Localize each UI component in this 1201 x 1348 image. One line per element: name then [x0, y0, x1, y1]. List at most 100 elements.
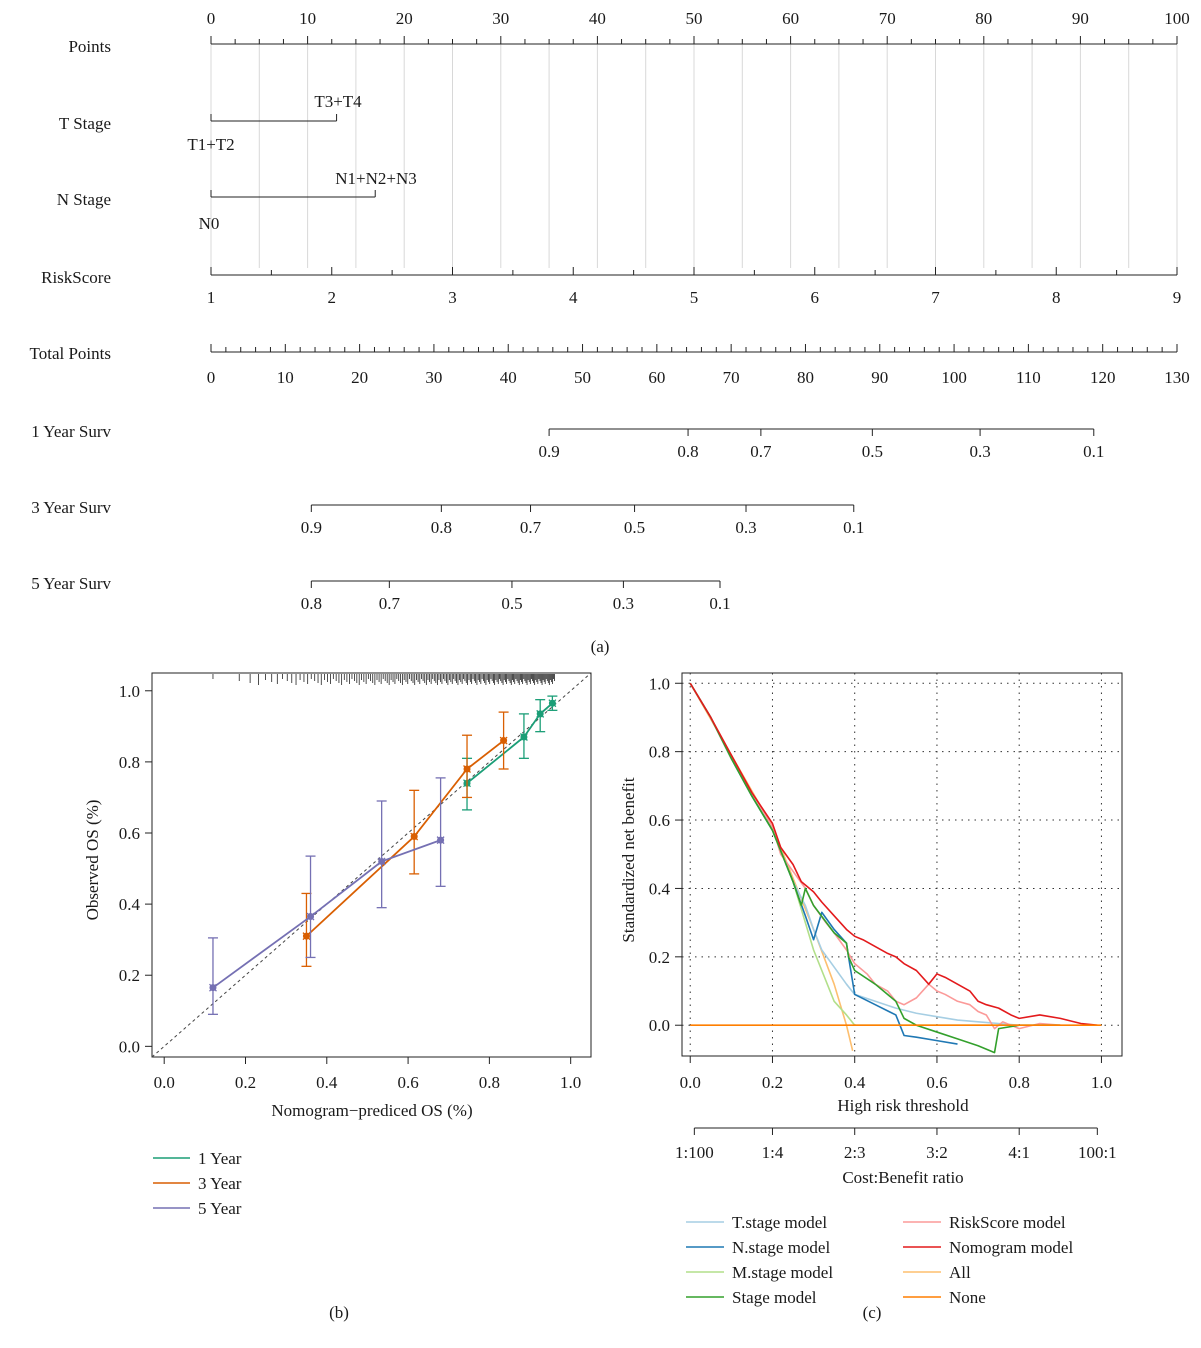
- decision-x2-tick-label: 1:100: [675, 1143, 714, 1162]
- decision-y-tick-label: 0.4: [649, 879, 671, 898]
- surv5-tick-label: 0.1: [709, 594, 730, 613]
- total-points-tick-label: 50: [574, 368, 591, 387]
- calibration-axes: 0.0 0.2 0.4 0.6 0.8 1.0 0.0 0.2 0.4 0.6 0.8 1.0: [119, 682, 582, 1092]
- row-label-total-points: Total Points: [30, 344, 111, 363]
- calibration-point-cross-1-year: [536, 709, 545, 718]
- surv3-tick-label: 0.9: [301, 518, 322, 537]
- decision-legend: T.stage model N.stage model M.stage mode…: [686, 1213, 1073, 1307]
- calibration-line-3-year: [305, 739, 505, 937]
- calibration-panel: 0.0 0.2 0.4 0.6 0.8 1.0 0.0 0.2 0.4 0.6 0.8 1.0 Nom…: [83, 672, 592, 1322]
- decision-y-tick-label: 0.6: [649, 811, 670, 830]
- decision-series: [689, 682, 1102, 1054]
- decision-x-tick-label: 0.6: [926, 1073, 947, 1092]
- points-tick-label: 90: [1072, 9, 1089, 28]
- decision-x2-axis-title: Cost:Benefit ratio: [842, 1168, 963, 1187]
- legend-label-none: None: [949, 1288, 986, 1307]
- decision-gridlines: [682, 673, 1122, 1056]
- decision-x-tick-label: 1.0: [1091, 1073, 1112, 1092]
- calibration-y-tick-label: 0.8: [119, 753, 140, 772]
- surv3-tick-label: 0.1: [843, 518, 864, 537]
- nstage-level-high: N1+N2+N3: [335, 169, 417, 188]
- riskscore-tick-label: 2: [328, 288, 337, 307]
- calibration-line-1-year: [466, 702, 553, 784]
- surv5-tick-label: 0.7: [379, 594, 401, 613]
- row-label-riskscore: RiskScore: [41, 268, 111, 287]
- decision-x-tick-label: 0.4: [844, 1073, 866, 1092]
- decision-curve-nomogram-model: [689, 682, 1098, 1027]
- calibration-x-tick-label: 1.0: [560, 1073, 581, 1092]
- decision-x-tick-label: 0.0: [680, 1073, 701, 1092]
- points-tick-label: 50: [686, 9, 703, 28]
- decision-x2-tick-label: 2:3: [844, 1143, 866, 1162]
- calibration-rug: [212, 674, 555, 685]
- points-tick-label: 0: [207, 9, 216, 28]
- row-label-1yr-surv: 1 Year Surv: [31, 422, 111, 441]
- total-points-tick-label: 110: [1016, 368, 1041, 387]
- decision-x2-tick-label: 3:2: [926, 1143, 948, 1162]
- surv1-tick-label: 0.1: [1083, 442, 1104, 461]
- legend-label-5-year: 5 Year: [198, 1199, 242, 1218]
- calibration-y-tick-label: 0.2: [119, 966, 140, 985]
- decision-x2-tick-label: 1:4: [762, 1143, 784, 1162]
- total-points-tick-label: 60: [648, 368, 665, 387]
- total-points-tick-label: 90: [871, 368, 888, 387]
- surv5-tick-label: 0.8: [301, 594, 322, 613]
- calibration-x-tick-label: 0.8: [479, 1073, 500, 1092]
- row-label-points: Points: [68, 37, 111, 56]
- surv5-tick-label: 0.5: [501, 594, 522, 613]
- riskscore-tick-label: 7: [931, 288, 940, 307]
- panel-label-a: (a): [591, 637, 610, 656]
- calibration-y-tick-label: 1.0: [119, 682, 140, 701]
- points-tick-label: 20: [396, 9, 413, 28]
- total-points-tick-label: 120: [1090, 368, 1116, 387]
- row-label-nstage: N Stage: [57, 190, 111, 209]
- decision-x2-tick-label: 4:1: [1008, 1143, 1030, 1162]
- decision-y-axis-title: Standardized net benefit: [619, 777, 638, 942]
- tstage-level-high: T3+T4: [314, 92, 362, 111]
- calibration-y-tick-label: 0.4: [119, 895, 141, 914]
- calibration-point-cross-3-year: [410, 832, 419, 841]
- nstage-level-low: N0: [199, 214, 220, 233]
- decision-curve-t-stage-model: [689, 682, 1020, 1027]
- panel-label-c: (c): [863, 1303, 882, 1322]
- decision-curve-riskscore-model: [689, 682, 1061, 1030]
- total-points-tick-label: 80: [797, 368, 814, 387]
- calibration-point-cross-3-year: [499, 736, 508, 745]
- surv3-tick-label: 0.8: [431, 518, 452, 537]
- decision-curve-panel: 0.0 0.2 0.4 0.6 0.8 1.0 0.0 0.2 0.4 0.6 0.8 1.0 1:10…: [619, 672, 1123, 1322]
- riskscore-tick-label: 4: [569, 288, 578, 307]
- surv1-tick-label: 0.5: [862, 442, 883, 461]
- surv1-tick-label: 0.3: [969, 442, 990, 461]
- decision-curve-m-stage-model: [689, 682, 1020, 1027]
- row-label-tstage: T Stage: [59, 114, 111, 133]
- decision-y-tick-label: 1.0: [649, 674, 670, 693]
- calibration-x-tick-label: 0.6: [397, 1073, 418, 1092]
- nomogram-gridlines: [210, 44, 1178, 268]
- surv3-tick-label: 0.5: [624, 518, 645, 537]
- surv3-tick-label: 0.7: [520, 518, 542, 537]
- total-points-tick-label: 30: [425, 368, 442, 387]
- riskscore-tick-label: 1: [207, 288, 216, 307]
- calibration-legend: 1 Year 3 Year 5 Year: [153, 1149, 242, 1218]
- surv3-tick-label: 0.3: [735, 518, 756, 537]
- calibration-plot-frame: [151, 672, 592, 1058]
- points-tick-label: 40: [589, 9, 606, 28]
- panel-label-b: (b): [329, 1303, 349, 1322]
- calibration-point-cross-5-year: [436, 836, 445, 845]
- total-points-tick-label: 100: [941, 368, 967, 387]
- legend-label-stage: Stage model: [732, 1288, 817, 1307]
- row-label-5yr-surv: 5 Year Surv: [31, 574, 111, 593]
- calibration-point-cross-5-year: [209, 983, 217, 992]
- points-tick-label: 10: [299, 9, 316, 28]
- decision-x-tick-label: 0.2: [762, 1073, 783, 1092]
- legend-label-nomogram: Nomogram model: [949, 1238, 1073, 1257]
- legend-label-3-year: 3 Year: [198, 1174, 242, 1193]
- total-points-tick-label: 20: [351, 368, 368, 387]
- calibration-point-cross-1-year: [548, 699, 557, 708]
- legend-label-nstage: N.stage model: [732, 1238, 830, 1257]
- decision-y-tick-label: 0.0: [649, 1016, 670, 1035]
- riskscore-tick-label: 5: [690, 288, 699, 307]
- riskscore-tick-label: 6: [811, 288, 820, 307]
